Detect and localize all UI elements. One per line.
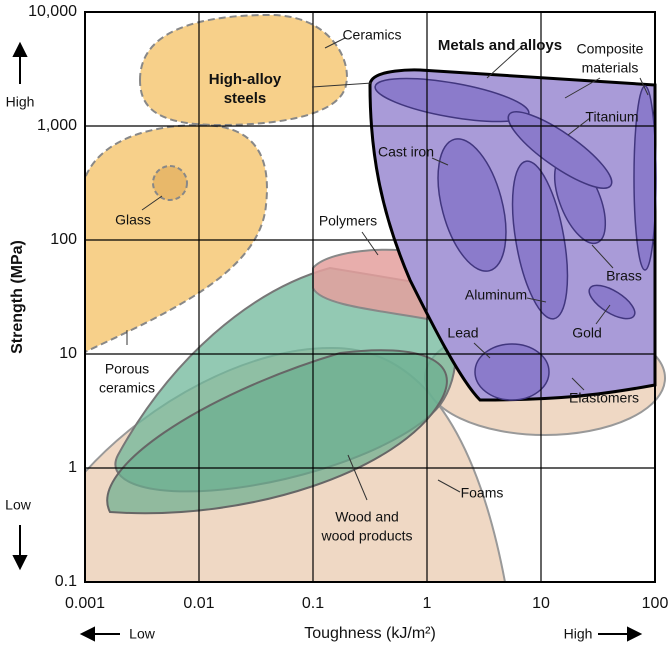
metal-subregions <box>374 77 657 401</box>
region-label: Aluminum <box>465 287 527 303</box>
region-label: Cast iron <box>378 144 434 160</box>
plot-frame <box>84 11 656 583</box>
titanium-region <box>507 111 613 189</box>
region-label: Wood and <box>335 509 399 525</box>
x-low-hint: Low <box>129 626 156 642</box>
region-label: Brass <box>606 268 642 284</box>
region-label: Composite <box>577 41 644 57</box>
porous-ceramics-region <box>84 123 268 354</box>
region-label: High-alloy <box>209 71 282 88</box>
region-label: ceramics <box>99 380 155 396</box>
regions <box>84 13 666 583</box>
x-tick-label: 0.1 <box>302 595 324 612</box>
x-tick-label: 1 <box>423 595 432 612</box>
wood-region <box>106 349 448 515</box>
region-label: Ceramics <box>342 27 401 43</box>
y-tick-label: 0.1 <box>55 573 77 590</box>
region-label: steels <box>224 90 267 107</box>
region-label: Gold <box>572 325 602 341</box>
x-high-hint: High <box>564 626 593 642</box>
y-tick-label: 10 <box>59 345 77 362</box>
x-tick-label: 100 <box>642 595 669 612</box>
x-tick-label: 0.001 <box>65 595 105 612</box>
region-label: Elastomers <box>569 390 639 406</box>
region-label: Glass <box>115 212 151 228</box>
axis-hint-arrows <box>12 41 643 642</box>
y-tick-label: 100 <box>50 231 77 248</box>
y-axis-title: Strength (MPa) <box>9 240 26 354</box>
y-low-hint: Low <box>5 497 32 513</box>
region-label: Foams <box>461 485 504 501</box>
region-label: Metals and alloys <box>438 37 562 54</box>
glass-region <box>152 165 188 201</box>
y-tick-label: 1,000 <box>37 117 77 134</box>
region-label: Porous <box>105 361 149 377</box>
lead-region <box>474 343 550 401</box>
x-tick-label: 0.01 <box>183 595 214 612</box>
region-label: materials <box>582 60 639 76</box>
region-label: Titanium <box>585 109 638 125</box>
region-label: wood products <box>320 528 412 544</box>
cast-iron-region <box>437 138 507 272</box>
x-tick-label: 10 <box>532 595 550 612</box>
y-tick-label: 1 <box>68 459 77 476</box>
y-high-hint: High <box>6 94 35 110</box>
x-axis-title: Toughness (kJ/m²) <box>304 625 436 642</box>
region-label: Polymers <box>319 213 377 229</box>
gold-region <box>588 284 636 320</box>
leader-lines <box>126 37 649 501</box>
region-label: Lead <box>447 325 478 341</box>
y-tick-label: 10,000 <box>28 3 77 20</box>
